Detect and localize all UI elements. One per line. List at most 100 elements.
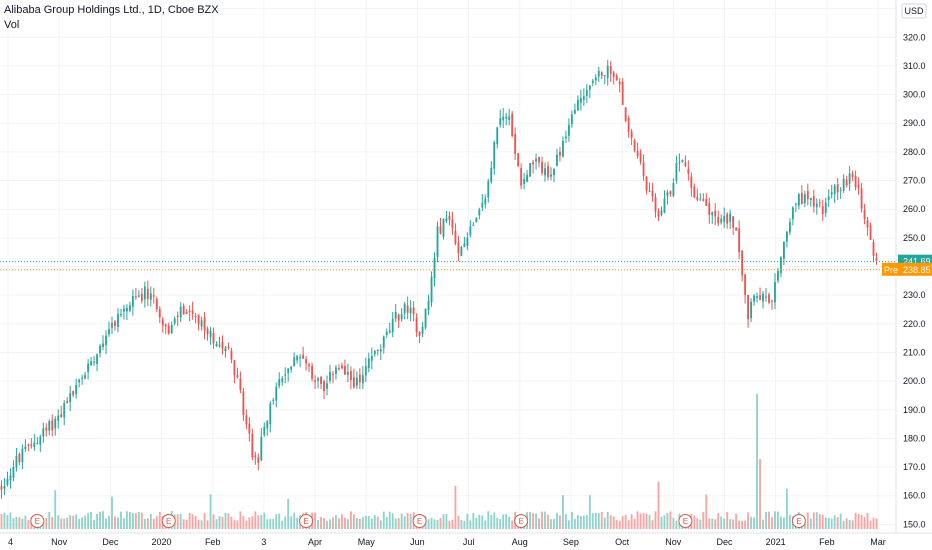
- candle-body: [812, 196, 815, 207]
- volume-bar: [866, 513, 869, 529]
- candle-body: [693, 186, 696, 198]
- volume-bar: [433, 519, 436, 529]
- volume-bar: [600, 511, 603, 529]
- volume-bar: [266, 519, 269, 529]
- candle-body: [803, 194, 806, 204]
- volume-bar: [860, 514, 863, 529]
- candle-body: [696, 196, 699, 200]
- candle-body: [830, 192, 833, 195]
- volume-bar: [281, 520, 284, 529]
- candle-body: [845, 179, 848, 186]
- candle-body: [433, 257, 436, 279]
- candle-body: [191, 310, 194, 314]
- volume-bar: [400, 513, 403, 529]
- volume-bar: [260, 515, 263, 529]
- candle-body: [785, 231, 788, 242]
- candle-body: [538, 157, 540, 163]
- currency-label[interactable]: USD: [904, 6, 924, 16]
- volume-bar: [125, 511, 128, 529]
- candle-body: [400, 314, 403, 320]
- volume-bar: [105, 518, 107, 529]
- candle-body: [448, 215, 451, 220]
- candle-body: [284, 374, 287, 376]
- candle-body: [352, 377, 355, 388]
- volume-bar: [463, 520, 466, 529]
- volume-bar: [845, 518, 848, 529]
- candle-body: [305, 358, 308, 364]
- volume-bar: [349, 511, 352, 529]
- candle-body: [794, 203, 797, 205]
- volume-bar: [203, 513, 206, 529]
- volume-bar: [233, 520, 236, 529]
- candle-body: [514, 134, 517, 154]
- candle-body: [278, 379, 281, 386]
- candle-body: [517, 153, 520, 167]
- volume-bar: [284, 516, 287, 529]
- earnings-marker: [791, 514, 806, 528]
- candle-body: [254, 455, 257, 458]
- volume-bar: [457, 515, 460, 529]
- candle-body: [523, 179, 526, 184]
- volume-bar: [559, 515, 561, 529]
- volume-indicator-label[interactable]: Vol: [4, 19, 19, 31]
- volume-bar: [630, 514, 633, 529]
- volume-bar: [705, 494, 708, 529]
- volume-bar: [502, 514, 505, 529]
- volume-bar: [382, 511, 385, 529]
- volume-bar: [212, 514, 215, 529]
- premarket-price-tag: [900, 262, 932, 276]
- candle-body: [257, 457, 260, 463]
- candle-body: [215, 343, 218, 347]
- earnings-marker-label: E: [303, 517, 308, 526]
- volume-bar: [753, 517, 755, 529]
- candle-body: [140, 293, 143, 301]
- candle-body: [293, 357, 296, 367]
- volume-bar: [6, 515, 9, 529]
- volume-bar: [361, 517, 364, 529]
- candle-body: [27, 444, 30, 446]
- volume-bar: [493, 512, 496, 529]
- volume-bar: [370, 518, 373, 529]
- candle-body: [3, 486, 6, 489]
- earnings-marker-label: E: [417, 517, 422, 526]
- volume-bar: [645, 513, 648, 529]
- volume-bar: [409, 513, 412, 529]
- volume-bar: [821, 514, 824, 529]
- volume-bar: [475, 518, 478, 529]
- volume-bar: [756, 394, 758, 529]
- volume-bar: [544, 511, 546, 529]
- volume-bar: [290, 516, 293, 529]
- earnings-marker-label: E: [683, 517, 688, 526]
- candle-body: [182, 305, 185, 315]
- volume-bar: [296, 517, 299, 529]
- candle-body: [681, 160, 684, 162]
- y-tick-label: 260.0: [903, 204, 926, 214]
- candle-body: [260, 436, 263, 461]
- volume-bar: [209, 494, 212, 529]
- x-tick-label: Aug: [512, 537, 528, 547]
- candle-body: [860, 188, 863, 209]
- candle-body: [526, 174, 529, 182]
- volume-bar: [388, 511, 391, 529]
- volume-bar: [579, 516, 582, 529]
- volume-bar: [84, 515, 87, 529]
- candle-body: [842, 178, 845, 191]
- volume-bar: [735, 513, 738, 529]
- volume-bar: [314, 512, 316, 529]
- volume-bar: [550, 519, 552, 529]
- volume-bar: [469, 520, 472, 529]
- candle-body: [146, 288, 149, 299]
- currency-box[interactable]: [901, 3, 927, 19]
- x-tick-label: Dec: [102, 537, 119, 547]
- volume-bar: [227, 513, 230, 529]
- volume-bar: [699, 519, 702, 529]
- candle-body: [460, 246, 463, 257]
- candle-body: [143, 286, 146, 300]
- volume-bar: [567, 520, 570, 529]
- candle-body: [120, 314, 122, 316]
- candle-body: [24, 446, 27, 450]
- volume-bar: [329, 519, 331, 529]
- volume-bar: [454, 485, 457, 529]
